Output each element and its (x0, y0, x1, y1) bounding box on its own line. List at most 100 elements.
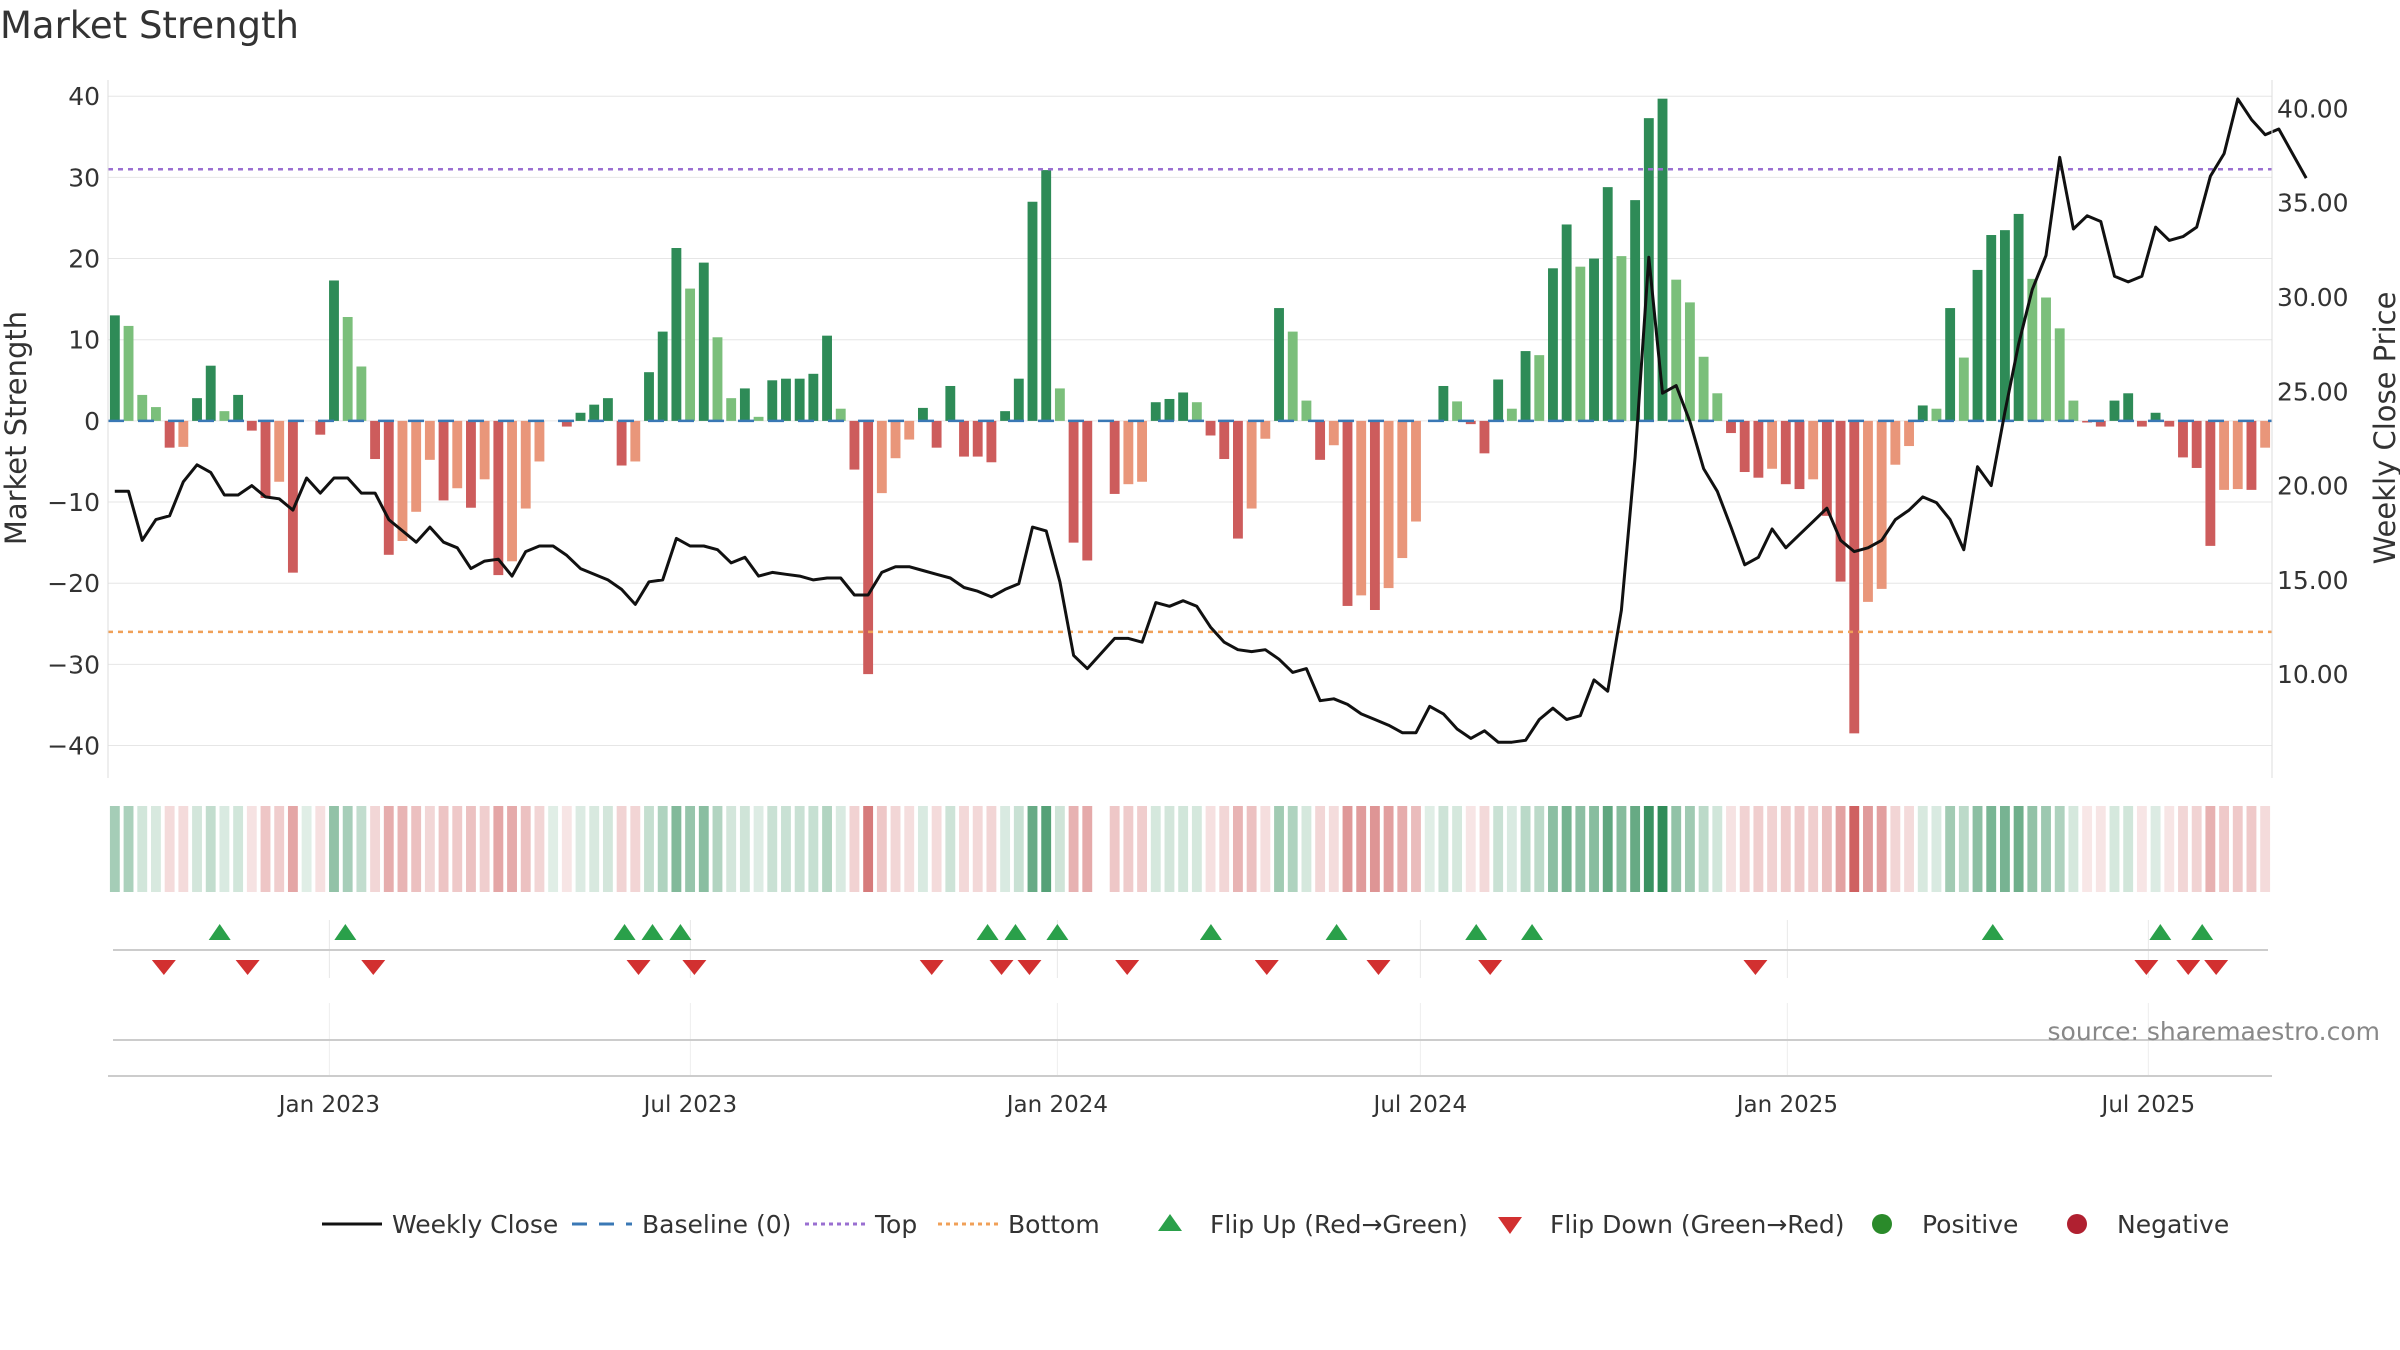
heat-cell (233, 806, 244, 892)
heat-cell (1808, 806, 1819, 892)
strength-bar (356, 366, 367, 421)
heat-cell (781, 806, 791, 892)
heat-cell (438, 806, 449, 892)
x-tick-label: Jul 2023 (642, 1092, 738, 1118)
strength-bar (1876, 420, 1887, 589)
strength-bar (753, 416, 764, 421)
legend-label: Negative (2117, 1210, 2229, 1239)
heat-cell (1246, 806, 1257, 892)
flip-up-marker (2149, 924, 2172, 940)
heat-cell (863, 806, 874, 892)
flip-up-marker (1981, 924, 2004, 940)
strength-bar (2109, 400, 2120, 421)
flip-up-marker (669, 924, 692, 940)
strength-bar (575, 412, 586, 421)
flip-up-marker (1004, 924, 1027, 940)
heat-cell (1821, 806, 1832, 892)
heat-cell (972, 806, 983, 892)
heat-cell (1219, 806, 1230, 892)
legend-item: Flip Up (Red→Green) (1158, 1210, 1468, 1239)
left-tick-label: 0 (84, 407, 100, 436)
strength-bar (1383, 420, 1394, 589)
heat-cell (1602, 806, 1613, 892)
heat-cell (575, 806, 586, 892)
strength-bar (1849, 420, 1860, 734)
strength-bar (534, 420, 545, 462)
strength-bar (411, 420, 422, 512)
heat-cell (753, 806, 764, 892)
heat-cell (1260, 806, 1271, 892)
legend-label: Flip Up (Red→Green) (1210, 1210, 1468, 1239)
strength-bar (1411, 420, 1421, 522)
strength-bar (726, 398, 737, 421)
heat-cell (260, 806, 271, 892)
strength-bar (781, 378, 791, 421)
chart-title: Market Strength (0, 4, 299, 47)
heat-cell (986, 806, 997, 892)
heat-cell (2095, 806, 2106, 892)
strength-bar (507, 420, 517, 562)
heat-cell (1616, 806, 1627, 892)
heat-cell (1986, 806, 1997, 892)
strength-bar (671, 248, 682, 421)
legend-item: Baseline (0) (572, 1210, 791, 1239)
strength-bar (561, 420, 572, 427)
heat-cell (808, 806, 819, 892)
heat-cell (616, 806, 627, 892)
strength-bar (123, 325, 134, 421)
heat-cell (2109, 806, 2120, 892)
left-tick-label: 30 (68, 163, 100, 192)
strength-bar (246, 420, 257, 431)
heat-cell (767, 806, 778, 892)
strength-bar (1137, 420, 1147, 482)
heat-cell (1657, 806, 1668, 892)
flip-up-marker (208, 924, 231, 940)
strength-bar (1520, 351, 1531, 421)
right-tick-label: 15.00 (2277, 566, 2349, 595)
strength-bar (1739, 420, 1750, 473)
heat-cell (1780, 806, 1791, 892)
flip-up-marker (334, 924, 357, 940)
legend-swatch (1872, 1214, 1892, 1234)
left-tick-label: 10 (68, 326, 100, 355)
strength-bar (178, 420, 189, 447)
heat-cell (192, 806, 202, 892)
heat-cell (1383, 806, 1394, 892)
strength-bar (1821, 420, 1832, 516)
strength-bar (1301, 400, 1312, 421)
strength-bar (1602, 187, 1613, 421)
heat-cell (2054, 806, 2065, 892)
strength-bar (863, 420, 874, 675)
heat-cell (1534, 806, 1545, 892)
left-y-axis-label: Market Strength (0, 311, 33, 545)
strength-bar (1753, 420, 1764, 478)
strength-bar (1191, 402, 1202, 421)
strength-bar (1082, 420, 1093, 561)
heat-cell (1972, 806, 1983, 892)
strength-bar (1794, 420, 1805, 490)
strength-bar (2027, 278, 2038, 421)
heat-cell (1233, 806, 1243, 892)
heat-cell (370, 806, 381, 892)
strength-bar (1369, 420, 1380, 610)
strength-bar (1233, 420, 1243, 539)
legend-label: Bottom (1008, 1210, 1100, 1239)
strength-bar (685, 288, 696, 421)
heat-cell (1315, 806, 1326, 892)
strength-bar (315, 420, 326, 435)
strength-bar (397, 420, 408, 542)
legend-label: Flip Down (Green→Red) (1550, 1210, 1845, 1239)
strength-bar (1945, 308, 1956, 421)
strength-bar (2178, 420, 2188, 458)
flip-up-marker (1046, 924, 1069, 940)
strength-bar (794, 378, 805, 421)
heat-cell (1739, 806, 1750, 892)
strength-bar (1726, 420, 1736, 434)
heat-cell (424, 806, 435, 892)
strength-bar (2095, 420, 2106, 427)
strength-bar (835, 408, 846, 421)
strength-bar (424, 420, 435, 460)
heat-cell (1493, 806, 1504, 892)
strength-bar (986, 420, 997, 463)
strength-bar (1287, 331, 1298, 421)
